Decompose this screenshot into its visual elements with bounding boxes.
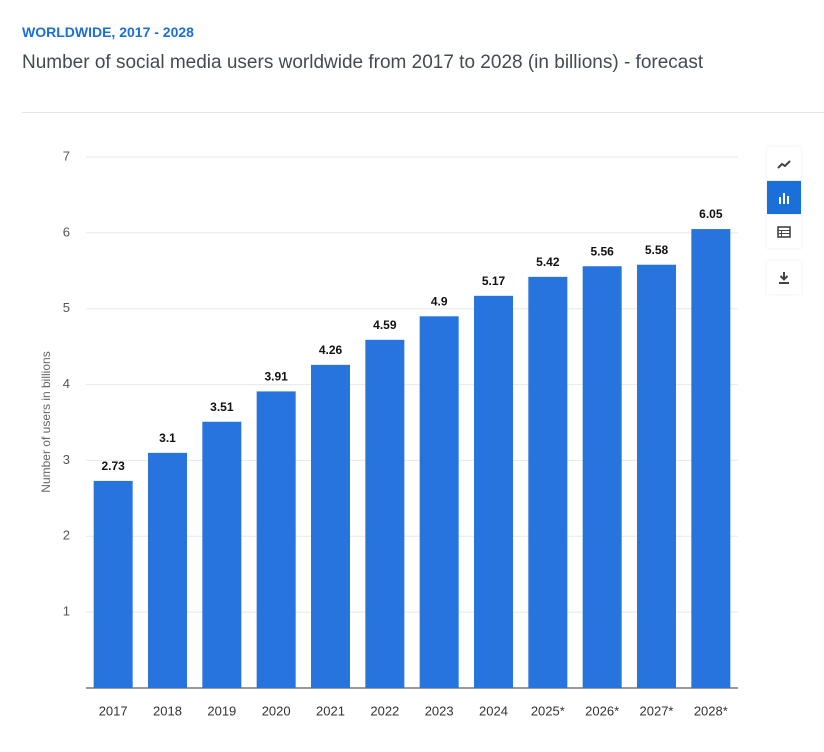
value-label: 5.56 — [590, 244, 614, 258]
table-button[interactable] — [767, 215, 801, 248]
x-tick-label: 2019 — [207, 703, 236, 718]
y-tick-label: 6 — [63, 224, 70, 239]
bar — [93, 480, 133, 688]
line-chart-button[interactable] — [767, 147, 801, 180]
value-label: 3.1 — [159, 431, 176, 445]
icon — [779, 192, 789, 204]
y-tick-label: 3 — [63, 452, 70, 467]
x-tick-label: 2021 — [316, 703, 345, 718]
x-tick-label: 2022 — [370, 703, 399, 718]
value-label: 2.73 — [101, 459, 125, 473]
toolbar — [767, 147, 801, 295]
bar — [474, 295, 513, 688]
x-tick-label: 2024 — [479, 703, 508, 718]
x-tick-label: 2026* — [585, 703, 619, 718]
value-label: 4.26 — [319, 343, 343, 357]
download-button[interactable] — [767, 261, 801, 294]
value-label: 6.05 — [699, 207, 723, 221]
x-tick-label: 2017 — [99, 703, 128, 718]
value-label: 5.58 — [645, 243, 669, 257]
bar — [311, 364, 350, 688]
y-tick-label: 7 — [63, 148, 70, 163]
value-label: 4.9 — [431, 294, 448, 308]
x-tick-label: 2027* — [640, 703, 674, 718]
chart-subtitle: WORLDWIDE, 2017 - 2028 — [22, 24, 194, 40]
value-label: 5.17 — [482, 274, 506, 288]
bar — [202, 421, 242, 688]
value-label: 5.42 — [536, 255, 560, 269]
bar — [637, 264, 676, 688]
icon — [777, 159, 791, 169]
bar — [148, 452, 187, 688]
y-tick-label: 4 — [63, 376, 70, 391]
x-tick-label: 2018 — [153, 703, 182, 718]
icon — [779, 272, 789, 284]
bar — [691, 229, 731, 689]
x-tick-label: 2025* — [531, 703, 565, 718]
divider — [22, 112, 824, 113]
bar-chart-button[interactable] — [767, 181, 801, 214]
y-tick-label: 1 — [63, 604, 70, 619]
icon — [777, 225, 791, 238]
y-tick-label: 5 — [63, 300, 70, 315]
bar — [419, 316, 459, 688]
x-tick-label: 2023 — [425, 703, 454, 718]
bar — [256, 391, 296, 688]
bar — [365, 339, 405, 688]
value-label: 4.59 — [373, 318, 397, 332]
x-tick-label: 2020 — [262, 703, 291, 718]
bar — [582, 266, 622, 688]
chart-title: Number of social media users worldwide f… — [22, 52, 704, 73]
value-label: 3.91 — [264, 370, 288, 384]
value-label: 3.51 — [210, 400, 234, 414]
y-tick-label: 2 — [63, 528, 70, 543]
x-tick-label: 2028* — [694, 703, 728, 718]
bar — [528, 276, 568, 688]
y-axis-label: Number of users in billions — [39, 351, 53, 492]
